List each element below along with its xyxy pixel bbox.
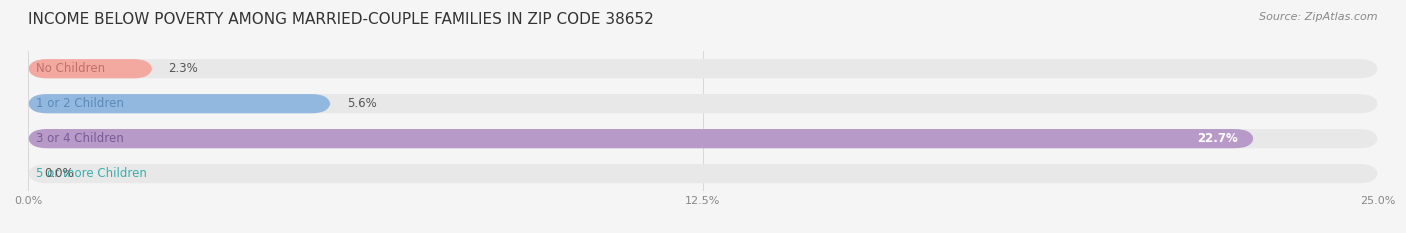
FancyBboxPatch shape bbox=[28, 94, 330, 113]
Text: 5 or more Children: 5 or more Children bbox=[37, 167, 148, 180]
Text: 2.3%: 2.3% bbox=[169, 62, 198, 75]
Text: 0.0%: 0.0% bbox=[45, 167, 75, 180]
Text: 22.7%: 22.7% bbox=[1197, 132, 1237, 145]
FancyBboxPatch shape bbox=[28, 94, 1378, 113]
FancyBboxPatch shape bbox=[28, 59, 1378, 78]
Text: No Children: No Children bbox=[37, 62, 105, 75]
FancyBboxPatch shape bbox=[28, 129, 1378, 148]
FancyBboxPatch shape bbox=[28, 129, 1254, 148]
Text: INCOME BELOW POVERTY AMONG MARRIED-COUPLE FAMILIES IN ZIP CODE 38652: INCOME BELOW POVERTY AMONG MARRIED-COUPL… bbox=[28, 12, 654, 27]
FancyBboxPatch shape bbox=[28, 59, 152, 78]
Text: Source: ZipAtlas.com: Source: ZipAtlas.com bbox=[1260, 12, 1378, 22]
FancyBboxPatch shape bbox=[28, 164, 1378, 183]
Text: 5.6%: 5.6% bbox=[347, 97, 377, 110]
Text: 3 or 4 Children: 3 or 4 Children bbox=[37, 132, 124, 145]
Text: 1 or 2 Children: 1 or 2 Children bbox=[37, 97, 124, 110]
